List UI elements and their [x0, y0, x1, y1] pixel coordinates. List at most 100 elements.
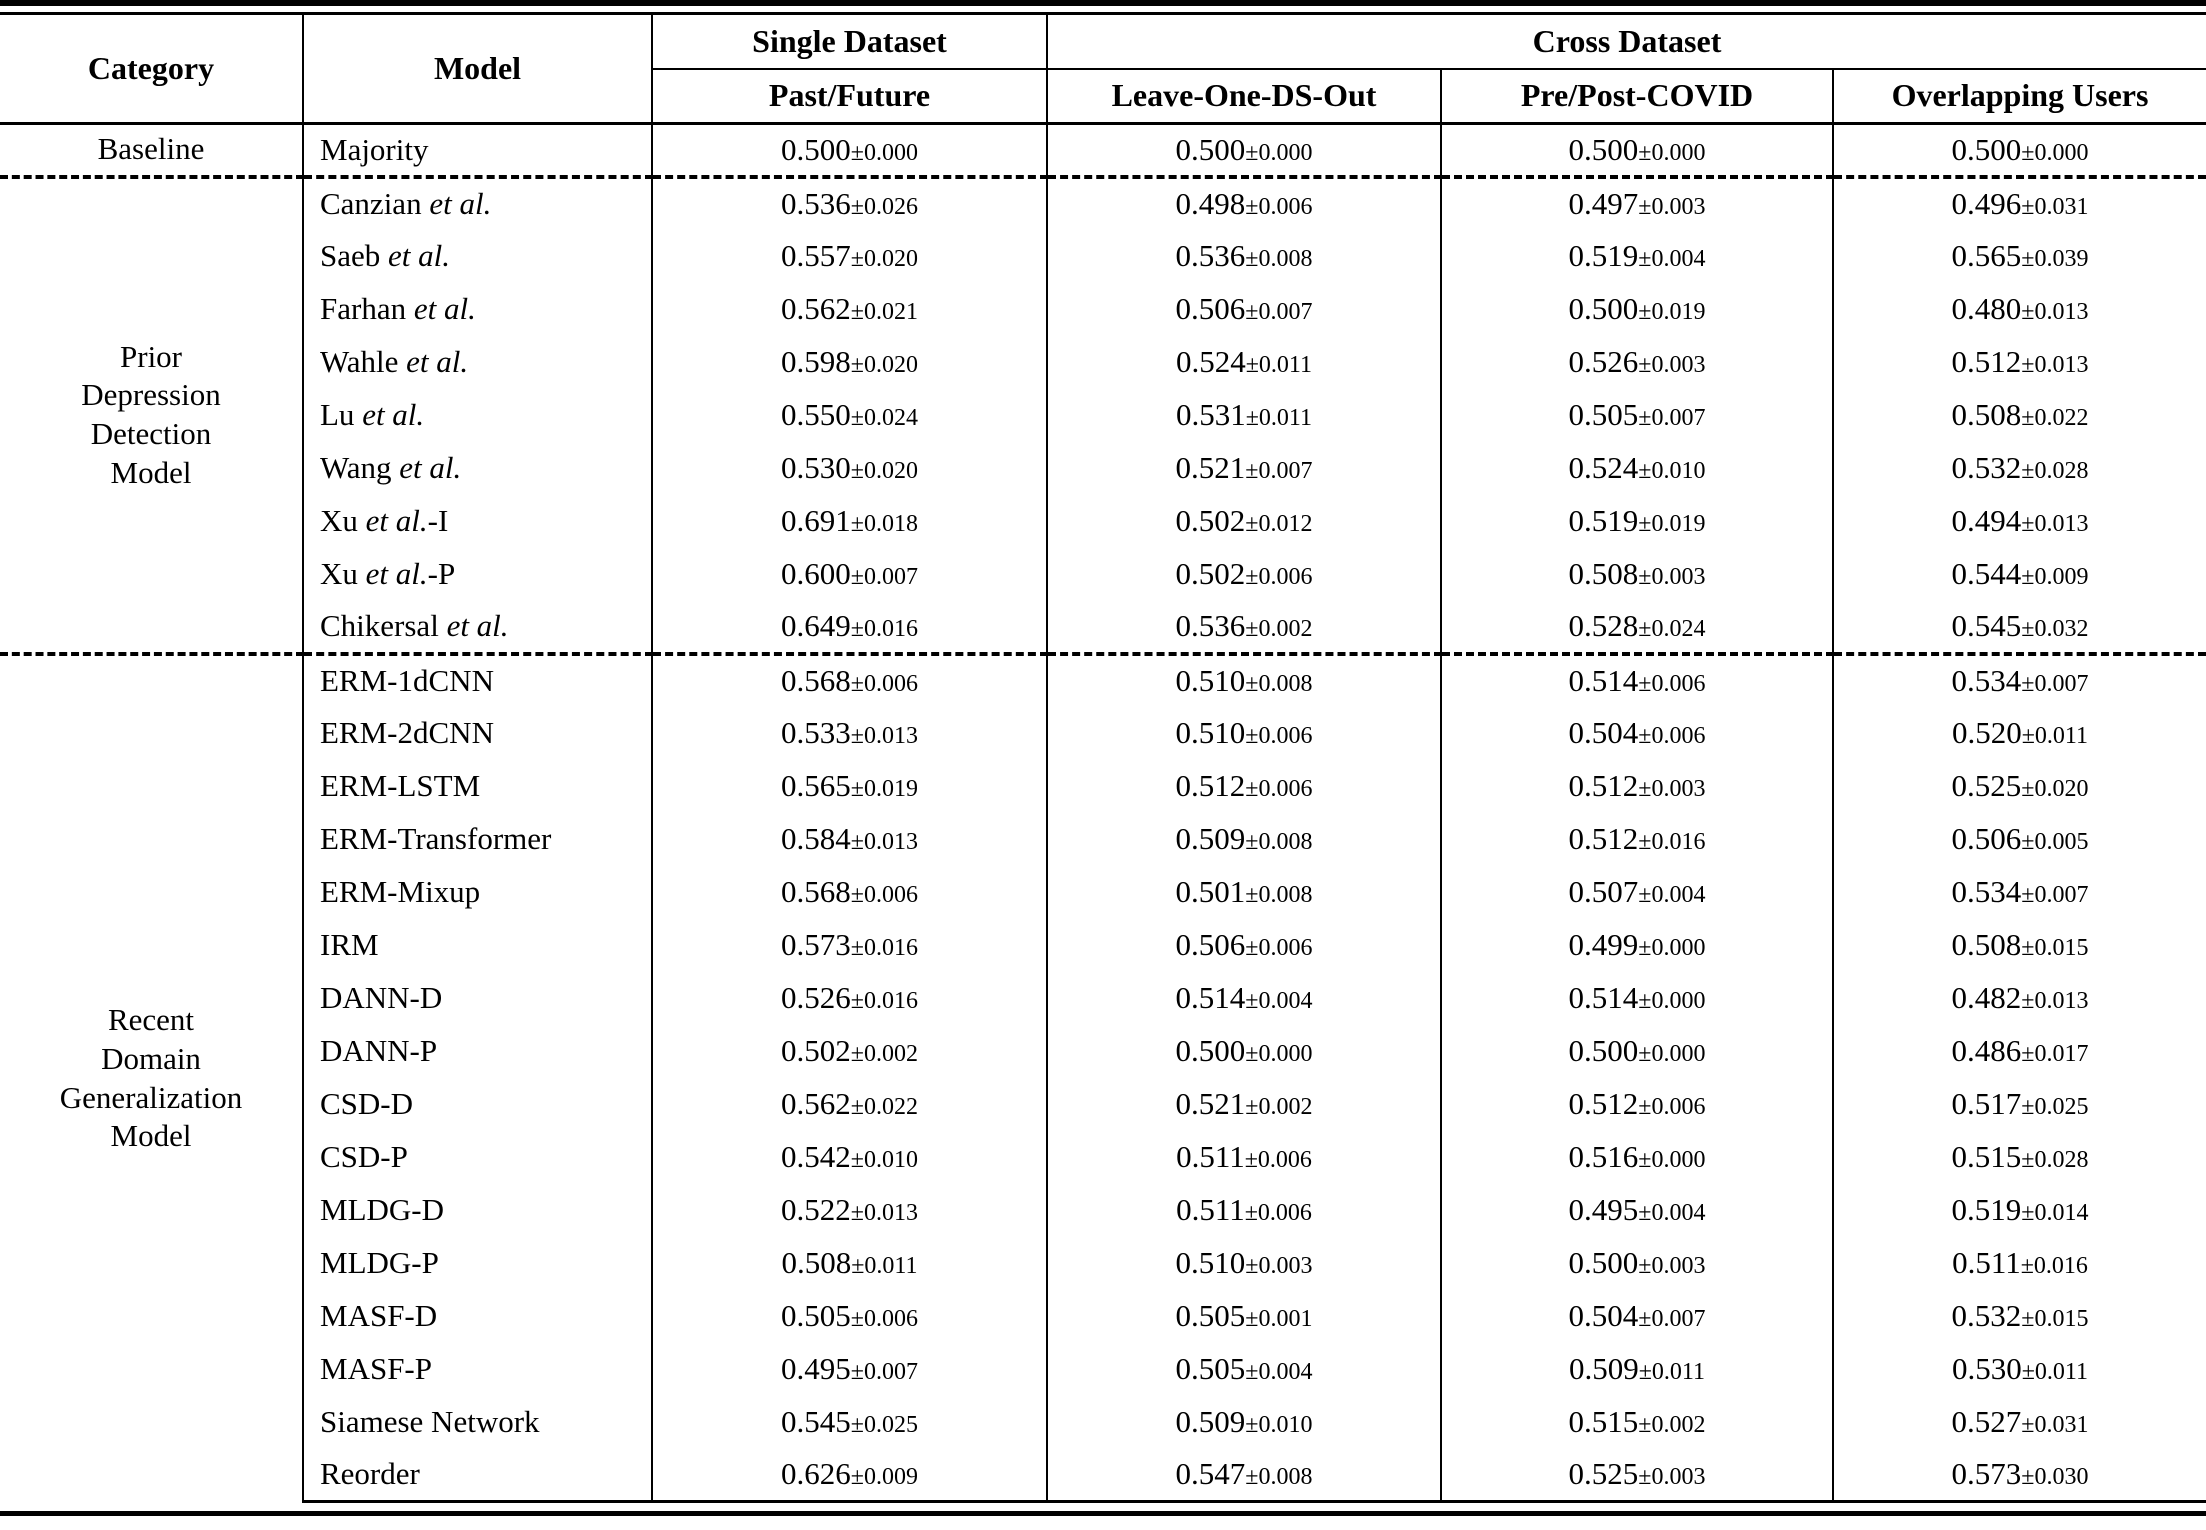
model-name-text: MASF-P: [320, 1351, 432, 1386]
value-cell: 0.532±0.028: [1831, 441, 2206, 495]
value-cell: 0.509±0.011: [1440, 1342, 1833, 1396]
value-mean: 0.512: [1951, 344, 2022, 379]
value-mean: 0.511: [1952, 1245, 2021, 1280]
value-cell: 0.510±0.008: [1046, 651, 1441, 707]
value-cell: 0.515±0.028: [1831, 1130, 2206, 1184]
value-mean: 0.509: [1175, 821, 1246, 856]
model-cell: Siamese Network: [302, 1395, 652, 1449]
value-std: ±0.004: [1245, 988, 1313, 1014]
value-mean: 0.526: [781, 980, 851, 1015]
value-mean: 0.506: [1951, 821, 2022, 856]
value-mean: 0.521: [1175, 1086, 1246, 1121]
value-std: ±0.011: [1245, 352, 1313, 378]
table-top-double-rule: [0, 0, 2206, 6]
value-cell: 0.536±0.026: [651, 174, 1047, 230]
header-category: Category: [87, 50, 215, 86]
value-std: ±0.021: [850, 299, 918, 325]
value-cell: 0.512±0.016: [1440, 812, 1833, 866]
model-cell: Reorder: [302, 1448, 652, 1503]
model-name-text: Farhan: [320, 291, 414, 326]
value-mean: 0.573: [1951, 1456, 2022, 1492]
value-std: ±0.006: [1245, 564, 1313, 590]
value-cell: 0.511±0.016: [1831, 1236, 2206, 1290]
value-cell: 0.506±0.007: [1046, 282, 1441, 336]
value-std: ±0.007: [2021, 882, 2089, 908]
value-cell: 0.565±0.039: [1831, 229, 2206, 283]
category-line: Model: [110, 454, 192, 490]
model-name-italic: et al.: [399, 450, 462, 485]
value-mean: 0.486: [1951, 1033, 2022, 1068]
value-cell: 0.536±0.002: [1046, 600, 1441, 654]
value-mean: 0.545: [1951, 608, 2022, 643]
value-mean: 0.500: [1568, 1033, 1639, 1068]
value-std: ±0.008: [1245, 882, 1313, 908]
model-name-text: CSD-D: [320, 1086, 414, 1121]
model-name-italic: et al.: [406, 344, 469, 379]
model-name-text: Reorder: [320, 1456, 420, 1492]
table-header: Category Model Single Dataset Cross Data…: [0, 13, 2206, 124]
model-name-text: MASF-D: [320, 1298, 438, 1333]
model-name-italic: et al.: [362, 397, 425, 432]
value-std: ±0.011: [1245, 405, 1313, 431]
value-mean: 0.508: [781, 1245, 852, 1280]
table-row: MLDG-D 0.522±0.013 0.511±0.006 0.495±0.004 0…: [0, 1183, 2206, 1237]
value-cell: 0.530±0.011: [1831, 1342, 2206, 1396]
value-mean: 0.515: [1951, 1139, 2022, 1174]
model-name-text: DANN-P: [320, 1033, 438, 1068]
header-cross-dataset: Cross Dataset: [1045, 13, 2206, 70]
value-cell: 0.500±0.000: [1831, 122, 2206, 177]
value-cell: 0.500±0.000: [1440, 122, 1833, 177]
model-name-text: Wahle: [320, 344, 407, 379]
table-row: MLDG-P 0.508±0.011 0.510±0.003 0.500±0.003 0…: [0, 1236, 2206, 1290]
value-std: ±0.014: [2021, 1200, 2089, 1226]
value-std: ±0.031: [2021, 1412, 2089, 1438]
value-mean: 0.649: [781, 608, 851, 643]
value-mean: 0.495: [1568, 1192, 1639, 1227]
value-mean: 0.500: [1568, 131, 1639, 167]
model-name-italic: et al.: [446, 608, 509, 643]
results-table: Category Model Single Dataset Cross Data…: [0, 12, 2206, 1503]
model-name-text: Saeb: [320, 238, 389, 273]
value-mean: 0.524: [1568, 450, 1639, 485]
value-mean: 0.505: [1568, 397, 1639, 432]
value-std: ±0.000: [1245, 139, 1313, 166]
value-cell: 0.600±0.007: [651, 547, 1047, 601]
value-std: ±0.000: [1245, 1041, 1313, 1067]
value-cell: 0.511±0.006: [1046, 1183, 1441, 1237]
value-mean: 0.565: [1951, 238, 2022, 273]
value-cell: 0.512±0.006: [1440, 1077, 1833, 1131]
category-line: Prior: [120, 338, 182, 374]
value-mean: 0.528: [1568, 608, 1639, 643]
value-mean: 0.514: [1175, 980, 1246, 1015]
table-row: Siamese Network 0.545±0.025 0.509±0.010 0.5…: [0, 1395, 2206, 1449]
value-cell: 0.521±0.002: [1046, 1077, 1441, 1131]
value-cell: 0.526±0.003: [1440, 335, 1833, 389]
value-std: ±0.001: [1245, 1306, 1313, 1332]
value-std: ±0.007: [1638, 405, 1706, 431]
header-pre-post-covid: Pre/Post-COVID: [1440, 68, 1833, 124]
value-std: ±0.004: [1638, 246, 1706, 272]
value-std: ±0.003: [1638, 352, 1706, 378]
value-cell: 0.508±0.015: [1831, 918, 2206, 972]
value-cell: 0.505±0.001: [1046, 1289, 1441, 1343]
header-row-sub: Past/Future Leave-One-DS-Out Pre/Post-CO…: [0, 68, 2206, 124]
value-cell: 0.511±0.006: [1046, 1130, 1441, 1184]
value-mean: 0.508: [1568, 556, 1639, 591]
model-cell: Lu et al.: [302, 388, 652, 442]
model-cell: Canzian et al.: [302, 174, 652, 230]
value-mean: 0.557: [781, 238, 851, 273]
value-std: ±0.006: [1245, 935, 1313, 961]
value-mean: 0.496: [1951, 186, 2022, 221]
value-std: ±0.010: [850, 1147, 918, 1173]
value-mean: 0.502: [1175, 556, 1246, 591]
value-mean: 0.562: [781, 1086, 851, 1121]
value-std: ±0.004: [1638, 882, 1706, 908]
value-std: ±0.025: [2021, 1094, 2089, 1120]
value-cell: 0.514±0.004: [1046, 971, 1441, 1025]
value-std: ±0.006: [1638, 1094, 1706, 1120]
value-cell: 0.509±0.008: [1046, 812, 1441, 866]
table-row: ERM-2dCNN 0.533±0.013 0.510±0.006 0.504±0.0…: [0, 706, 2206, 760]
model-name-text: DANN-D: [320, 980, 443, 1015]
model-cell: Wang et al.: [302, 441, 652, 495]
value-cell: 0.506±0.006: [1046, 918, 1441, 972]
